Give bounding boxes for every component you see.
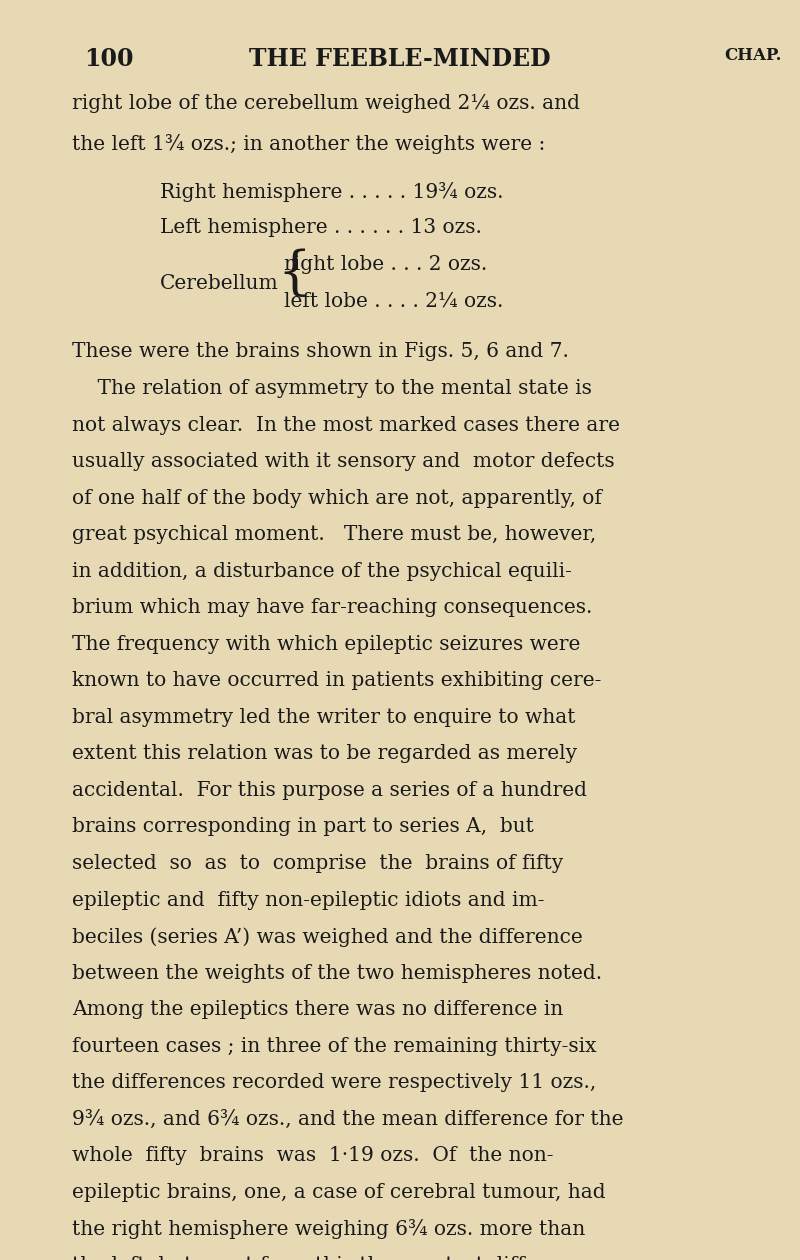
Text: great psychical moment.   There must be, however,: great psychical moment. There must be, h… xyxy=(72,525,596,544)
Text: epileptic and  fifty non-epileptic idiots and im-: epileptic and fifty non-epileptic idiots… xyxy=(72,891,545,910)
Text: epileptic brains, one, a case of cerebral tumour, had: epileptic brains, one, a case of cerebra… xyxy=(72,1183,606,1202)
Text: 9¾ ozs., and 6¾ ozs., and the mean difference for the: 9¾ ozs., and 6¾ ozs., and the mean diffe… xyxy=(72,1110,623,1129)
Text: {: { xyxy=(278,248,311,300)
Text: Left hemisphere . . . . . . 13 ozs.: Left hemisphere . . . . . . 13 ozs. xyxy=(160,218,482,237)
Text: fourteen cases ; in three of the remaining thirty-six: fourteen cases ; in three of the remaini… xyxy=(72,1037,597,1056)
Text: The relation of asymmetry to the mental state is: The relation of asymmetry to the mental … xyxy=(72,379,592,398)
Text: the right hemisphere weighing 6¾ ozs. more than: the right hemisphere weighing 6¾ ozs. mo… xyxy=(72,1220,586,1240)
Text: extent this relation was to be regarded as merely: extent this relation was to be regarded … xyxy=(72,745,577,764)
Text: the left, but apart from this the greatest difference: the left, but apart from this the greate… xyxy=(72,1256,594,1260)
Text: not always clear.  In the most marked cases there are: not always clear. In the most marked cas… xyxy=(72,416,620,435)
Text: of one half of the body which are not, apparently, of: of one half of the body which are not, a… xyxy=(72,489,602,508)
Text: usually associated with it sensory and  motor defects: usually associated with it sensory and m… xyxy=(72,452,614,471)
Text: Cerebellum: Cerebellum xyxy=(160,273,278,292)
Text: whole  fifty  brains  was  1·19 ozs.  Of  the non-: whole fifty brains was 1·19 ozs. Of the … xyxy=(72,1147,554,1166)
Text: left lobe . . . . 2¼ ozs.: left lobe . . . . 2¼ ozs. xyxy=(284,291,503,310)
Text: the left 1¾ ozs.; in another the weights were :: the left 1¾ ozs.; in another the weights… xyxy=(72,134,546,154)
Text: Among the epileptics there was no difference in: Among the epileptics there was no differ… xyxy=(72,1000,563,1019)
Text: right lobe of the cerebellum weighed 2¼ ozs. and: right lobe of the cerebellum weighed 2¼ … xyxy=(72,94,580,113)
Text: brium which may have far-reaching consequences.: brium which may have far-reaching conseq… xyxy=(72,598,592,617)
Text: THE FEEBLE-MINDED: THE FEEBLE-MINDED xyxy=(249,47,551,71)
Text: selected  so  as  to  comprise  the  brains of fifty: selected so as to comprise the brains of… xyxy=(72,854,563,873)
Text: the differences recorded were respectively 11 ozs.,: the differences recorded were respective… xyxy=(72,1074,596,1092)
Text: These were the brains shown in Figs. 5, 6 and 7.: These were the brains shown in Figs. 5, … xyxy=(72,343,569,362)
Text: 100: 100 xyxy=(84,47,134,71)
Text: right lobe . . . 2 ozs.: right lobe . . . 2 ozs. xyxy=(284,255,487,273)
Text: Right hemisphere . . . . . 19¾ ozs.: Right hemisphere . . . . . 19¾ ozs. xyxy=(160,181,503,202)
Text: The frequency with which epileptic seizures were: The frequency with which epileptic seizu… xyxy=(72,635,580,654)
Text: accidental.  For this purpose a series of a hundred: accidental. For this purpose a series of… xyxy=(72,781,587,800)
Text: known to have occurred in patients exhibiting cere-: known to have occurred in patients exhib… xyxy=(72,672,602,690)
Text: bral asymmetry led the writer to enquire to what: bral asymmetry led the writer to enquire… xyxy=(72,708,575,727)
Text: brains corresponding in part to series A,  but: brains corresponding in part to series A… xyxy=(72,818,534,837)
Text: between the weights of the two hemispheres noted.: between the weights of the two hemispher… xyxy=(72,964,602,983)
Text: in addition, a disturbance of the psychical equili-: in addition, a disturbance of the psychi… xyxy=(72,562,572,581)
Text: CHAP.: CHAP. xyxy=(724,47,782,64)
Text: beciles (series A’) was weighed and the difference: beciles (series A’) was weighed and the … xyxy=(72,927,582,946)
